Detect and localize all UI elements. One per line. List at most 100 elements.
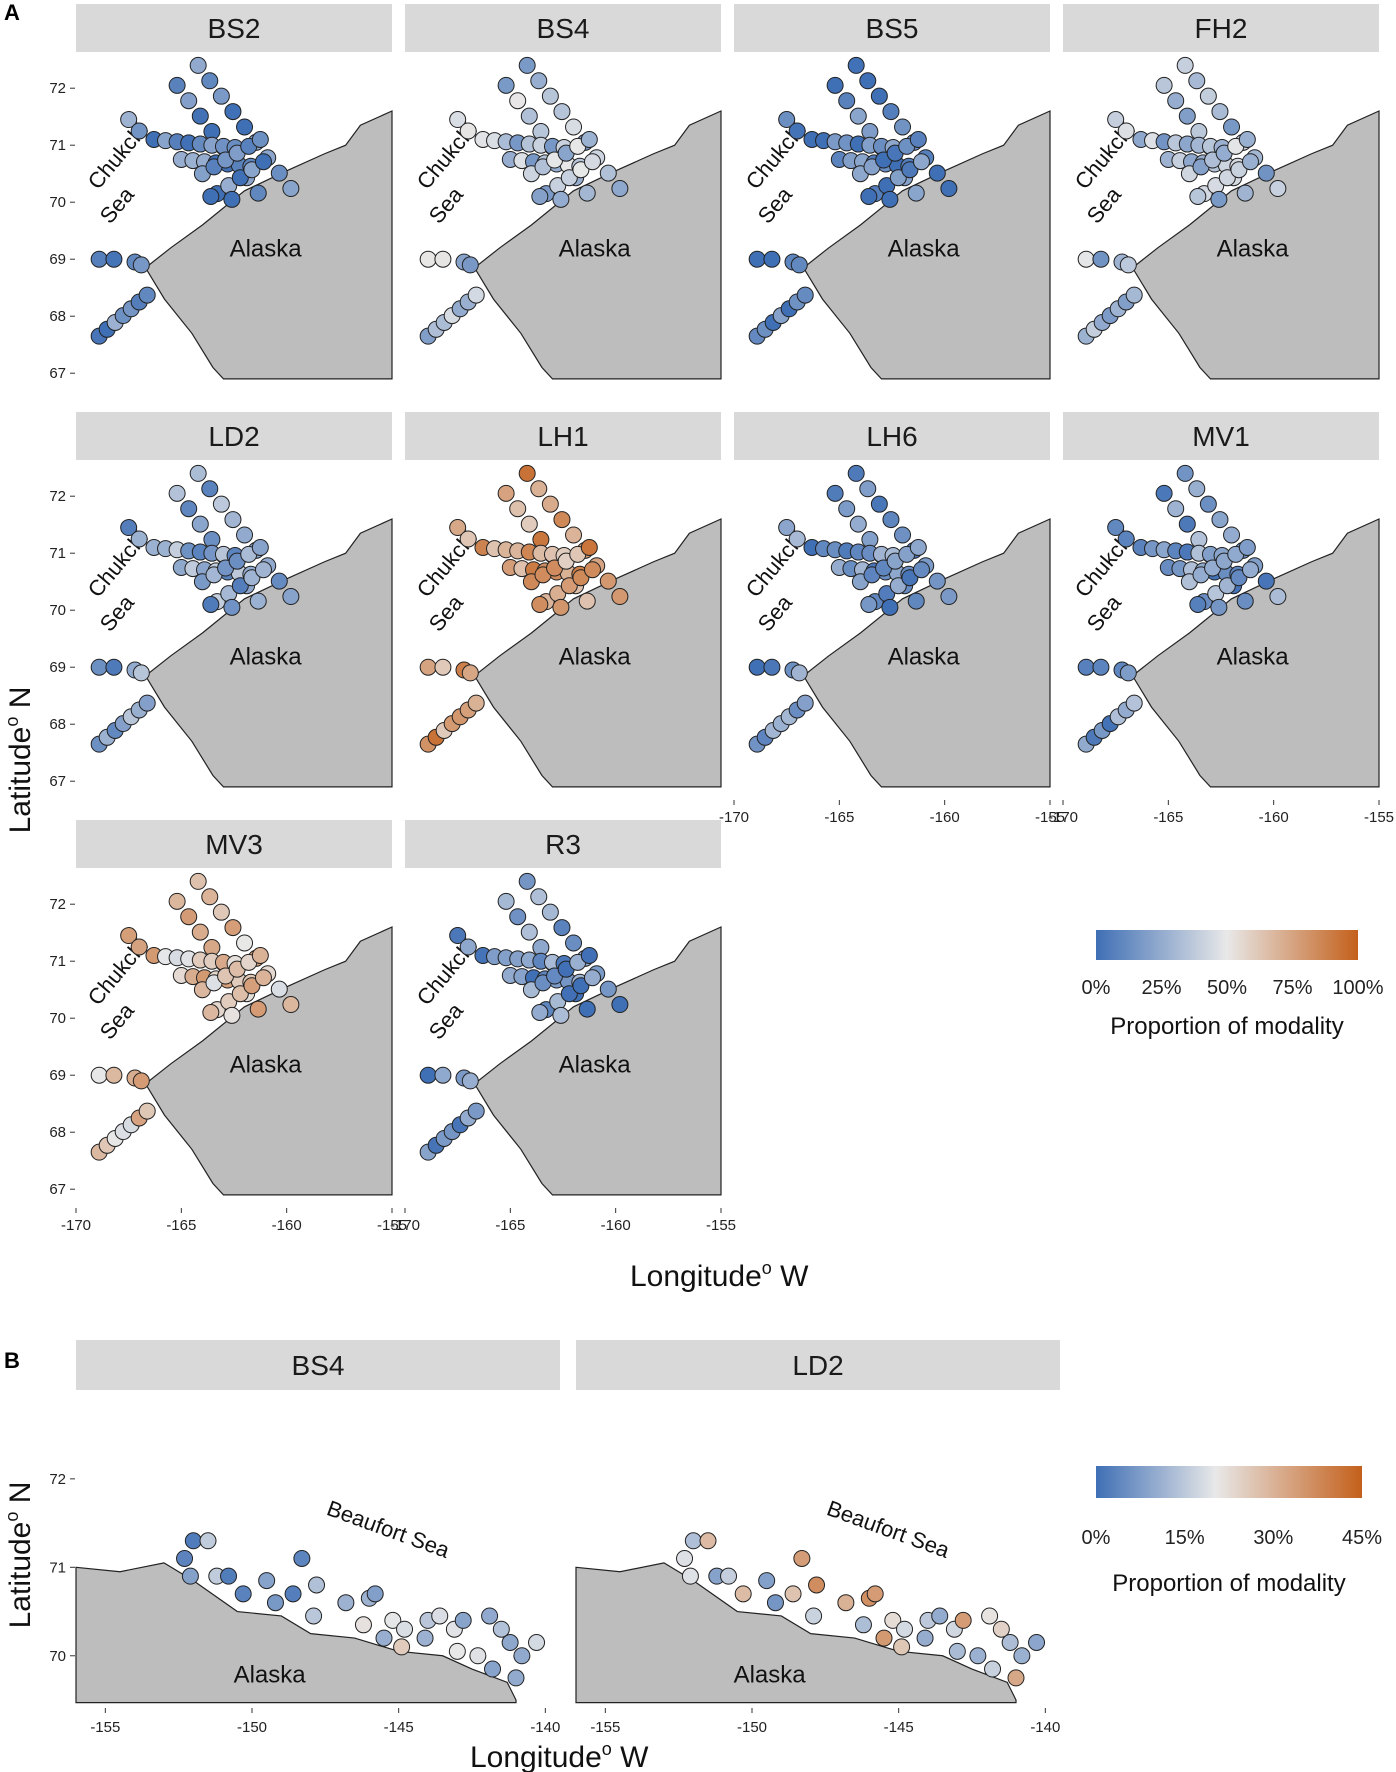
station-point xyxy=(1077,658,1095,676)
legend-a-tick: 75% xyxy=(1272,977,1312,999)
station-point xyxy=(282,996,300,1014)
y-tick-label: 71 xyxy=(49,1559,66,1576)
y-tick-label: 67 xyxy=(49,365,66,382)
station-point xyxy=(1119,256,1137,274)
x-tick-label: -155 xyxy=(590,1719,620,1736)
station-point xyxy=(501,1634,519,1651)
station-point xyxy=(243,161,261,179)
station-point xyxy=(249,592,267,610)
region-label-alaska: Alaska xyxy=(1217,643,1290,670)
x-tick-label: -165 xyxy=(824,809,854,826)
station-point xyxy=(1223,526,1241,544)
station-point xyxy=(459,530,477,548)
x-tick-label: -155 xyxy=(90,1719,120,1736)
region-label-alaska: Alaska xyxy=(734,1661,807,1688)
y-tick-label: 70 xyxy=(49,194,66,211)
y-tick-label: 69 xyxy=(49,1067,66,1084)
section-a-panels: BS2AlaskaChukchiSea727170696867BS4Alaska… xyxy=(49,4,1394,1234)
sea-label-beaufort: Beaufort Sea xyxy=(824,1495,954,1563)
station-point xyxy=(138,1102,156,1120)
y-tick-label: 72 xyxy=(49,896,66,913)
station-point xyxy=(191,515,209,533)
station-point xyxy=(531,1004,549,1021)
station-point xyxy=(599,164,617,182)
station-point xyxy=(449,519,467,537)
station-point xyxy=(1241,153,1259,171)
station-point xyxy=(909,131,927,148)
station-point xyxy=(1210,598,1228,616)
station-point xyxy=(763,658,781,676)
station-point xyxy=(459,938,477,956)
station-point xyxy=(1236,184,1254,202)
station-point xyxy=(916,1629,934,1647)
x-tick-label: -160 xyxy=(1259,809,1289,826)
x-tick-label: -145 xyxy=(384,1719,414,1736)
panel-title: R3 xyxy=(545,829,581,860)
station-point xyxy=(1199,495,1217,513)
station-point xyxy=(681,1567,699,1585)
station-point xyxy=(1176,56,1194,74)
legend-a-tick: 25% xyxy=(1141,977,1181,999)
station-point xyxy=(881,598,899,616)
region-label-alaska: Alaska xyxy=(230,643,303,670)
station-point xyxy=(132,256,150,274)
station-point xyxy=(1189,188,1207,205)
station-point xyxy=(284,1585,302,1603)
land-alaska xyxy=(802,518,1051,788)
station-point xyxy=(560,577,578,595)
station-point xyxy=(434,1066,452,1084)
station-point xyxy=(528,1634,546,1651)
station-point xyxy=(202,596,220,613)
station-point xyxy=(130,530,148,548)
region-label-alaska: Alaska xyxy=(888,235,961,262)
station-point xyxy=(580,539,598,556)
y-tick-label: 69 xyxy=(49,659,66,676)
station-point xyxy=(168,76,186,94)
land-alaska xyxy=(1131,518,1380,788)
station-point xyxy=(518,872,536,890)
y-tick-label: 70 xyxy=(49,1010,66,1027)
station-point xyxy=(431,1607,449,1625)
station-point xyxy=(790,664,808,682)
station-point xyxy=(884,1611,902,1629)
station-point xyxy=(1125,694,1143,712)
station-point xyxy=(243,977,261,995)
station-point xyxy=(948,1642,966,1660)
station-point xyxy=(1077,250,1095,268)
station-point xyxy=(181,1567,199,1585)
section-a-label: A xyxy=(4,0,20,25)
land-alaska xyxy=(144,518,393,788)
station-point xyxy=(560,169,578,187)
station-point xyxy=(766,1594,784,1612)
station-point xyxy=(266,1594,284,1612)
station-point xyxy=(366,1585,384,1603)
station-point xyxy=(251,131,269,148)
station-point xyxy=(254,153,272,171)
station-point xyxy=(236,526,254,544)
legend-b-title: Proportion of modality xyxy=(1112,1570,1345,1597)
section-b-y-axis-title: Latitudeo N xyxy=(2,1482,37,1629)
station-point xyxy=(912,561,930,579)
station-point xyxy=(467,286,485,304)
station-point xyxy=(847,56,865,74)
section-a-x-axis-title: Longitudeo W xyxy=(630,1258,809,1293)
station-point xyxy=(530,888,548,906)
station-point xyxy=(419,250,437,268)
station-point xyxy=(224,511,242,529)
station-point xyxy=(882,103,900,121)
station-point xyxy=(223,1006,241,1024)
station-point xyxy=(249,184,267,202)
station-point xyxy=(223,598,241,616)
station-point xyxy=(784,1585,802,1603)
section-b-panels: BS4 Alaska Beaufort Sea 72 71 70 -155 -150 -145 -… xyxy=(49,1340,1060,1736)
station-point xyxy=(552,190,570,208)
station-point xyxy=(180,500,198,518)
y-tick-label: 71 xyxy=(49,137,66,154)
station-point xyxy=(497,76,515,94)
region-label-alaska: Alaska xyxy=(230,1051,303,1078)
station-point xyxy=(1125,286,1143,304)
station-point xyxy=(748,658,766,676)
station-point xyxy=(509,92,527,110)
station-point xyxy=(1107,111,1125,129)
